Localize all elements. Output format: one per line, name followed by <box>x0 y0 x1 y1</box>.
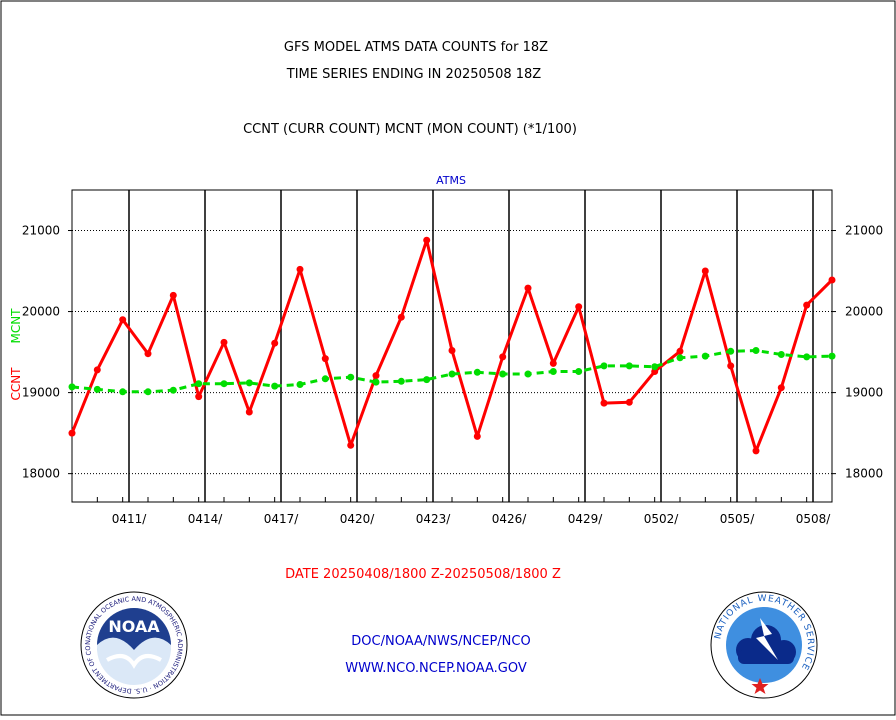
plot-border <box>71 189 833 503</box>
data-point-mcnt <box>752 347 760 354</box>
data-point-ccnt <box>803 301 811 309</box>
data-point-mcnt <box>828 352 836 360</box>
header-line-2: TIME SERIES ENDING IN 20250508 18Z <box>286 67 542 82</box>
data-point-mcnt <box>701 352 709 360</box>
data-point-mcnt <box>321 375 329 383</box>
data-point-ccnt <box>473 432 481 440</box>
data-point-ccnt <box>549 359 557 367</box>
data-point-ccnt <box>575 303 583 311</box>
data-point-ccnt <box>195 393 203 401</box>
data-point-ccnt <box>271 339 279 347</box>
data-point-mcnt <box>169 386 177 394</box>
data-point-ccnt <box>448 347 456 354</box>
y-tick-label-right: 21000 <box>845 224 883 238</box>
data-point-ccnt <box>144 350 152 358</box>
data-point-mcnt <box>68 383 76 391</box>
data-point-ccnt <box>600 399 608 407</box>
plot-area: 18000 18000 19000 19000 20000 20000 21000 21000… <box>22 189 883 526</box>
y-tick-label-left: 18000 <box>22 467 60 481</box>
data-point-mcnt <box>347 373 355 381</box>
data-point-mcnt <box>271 382 279 390</box>
data-point-mcnt <box>296 381 304 388</box>
data-point-ccnt <box>93 366 101 374</box>
data-point-mcnt <box>119 388 127 396</box>
data-point-mcnt <box>676 354 684 362</box>
y-tick-label-left: 19000 <box>22 386 60 400</box>
x-tick-label: 0411/ <box>112 512 148 526</box>
data-point-ccnt <box>372 372 380 380</box>
x-tick-label: 0505/ <box>720 512 756 526</box>
data-point-ccnt <box>651 368 659 375</box>
data-point-mcnt <box>727 347 735 355</box>
data-point-ccnt <box>347 441 355 449</box>
x-tick-label: 0426/ <box>492 512 528 526</box>
data-point-ccnt <box>397 313 405 321</box>
data-point-ccnt <box>524 284 532 292</box>
data-point-mcnt <box>372 378 380 386</box>
data-point-ccnt <box>625 398 633 406</box>
org-path-text: DOC/NOAA/NWS/NCEP/NCO <box>351 634 530 649</box>
data-point-mcnt <box>195 380 203 388</box>
date-range-label: DATE 20250408/1800 Z-20250508/1800 Z <box>285 567 561 582</box>
x-tick-label: 0420/ <box>340 512 376 526</box>
data-point-mcnt <box>423 376 431 384</box>
data-point-ccnt <box>828 276 836 284</box>
data-point-mcnt <box>473 368 481 376</box>
noaa-logo-text: NOAA <box>108 617 160 636</box>
y-axis-label-ccnt: CCNT <box>9 367 23 401</box>
x-tick-label: 0417/ <box>264 512 300 526</box>
y-tick-label-right: 20000 <box>845 305 883 319</box>
data-point-mcnt <box>448 370 456 378</box>
chart-title: ATMS <box>436 174 466 187</box>
website-text: WWW.NCO.NCEP.NOAA.GOV <box>345 661 527 676</box>
data-point-ccnt <box>777 384 785 392</box>
data-point-ccnt <box>676 347 684 355</box>
data-point-mcnt <box>777 351 785 358</box>
x-tick-label: 0414/ <box>188 512 224 526</box>
data-point-ccnt <box>727 362 735 370</box>
data-point-ccnt <box>68 429 76 437</box>
header-line-1: GFS MODEL ATMS DATA COUNTS for 18Z <box>284 40 548 55</box>
x-tick-label: 0502/ <box>644 512 680 526</box>
data-point-ccnt <box>296 265 304 273</box>
data-point-mcnt <box>625 362 633 370</box>
y-tick-label-left: 21000 <box>22 224 60 238</box>
data-point-mcnt <box>575 368 583 375</box>
data-point-mcnt <box>93 385 101 393</box>
y-axis-label-mcnt: MCNT <box>9 308 23 344</box>
data-point-mcnt <box>220 380 228 388</box>
x-tick-label: 0429/ <box>568 512 604 526</box>
data-point-ccnt <box>499 353 507 361</box>
x-tick-label: 0508/ <box>796 512 832 526</box>
y-tick-label-left: 20000 <box>22 305 60 319</box>
data-point-mcnt <box>549 368 557 375</box>
y-tick-label-right: 18000 <box>845 467 883 481</box>
data-point-mcnt <box>499 370 507 378</box>
data-point-mcnt <box>245 379 253 387</box>
data-point-ccnt <box>423 236 431 244</box>
data-point-mcnt <box>397 377 405 385</box>
data-point-ccnt <box>119 316 127 324</box>
data-point-mcnt <box>651 363 659 371</box>
nws-logo: NATIONAL WEATHER SERVICE <box>710 591 818 699</box>
data-point-ccnt <box>701 267 709 275</box>
data-point-ccnt <box>220 338 228 346</box>
data-point-ccnt <box>245 408 253 416</box>
x-tick-label: 0423/ <box>416 512 452 526</box>
data-point-ccnt <box>321 355 329 363</box>
data-point-mcnt <box>144 388 152 396</box>
data-point-ccnt <box>752 447 760 455</box>
data-point-ccnt <box>169 291 177 299</box>
data-point-mcnt <box>524 370 532 378</box>
y-tick-label-right: 19000 <box>845 386 883 400</box>
data-point-mcnt <box>803 353 811 361</box>
header-line-3: CCNT (CURR COUNT) MCNT (MON COUNT) (*1/1… <box>243 122 577 137</box>
data-point-mcnt <box>600 362 608 370</box>
